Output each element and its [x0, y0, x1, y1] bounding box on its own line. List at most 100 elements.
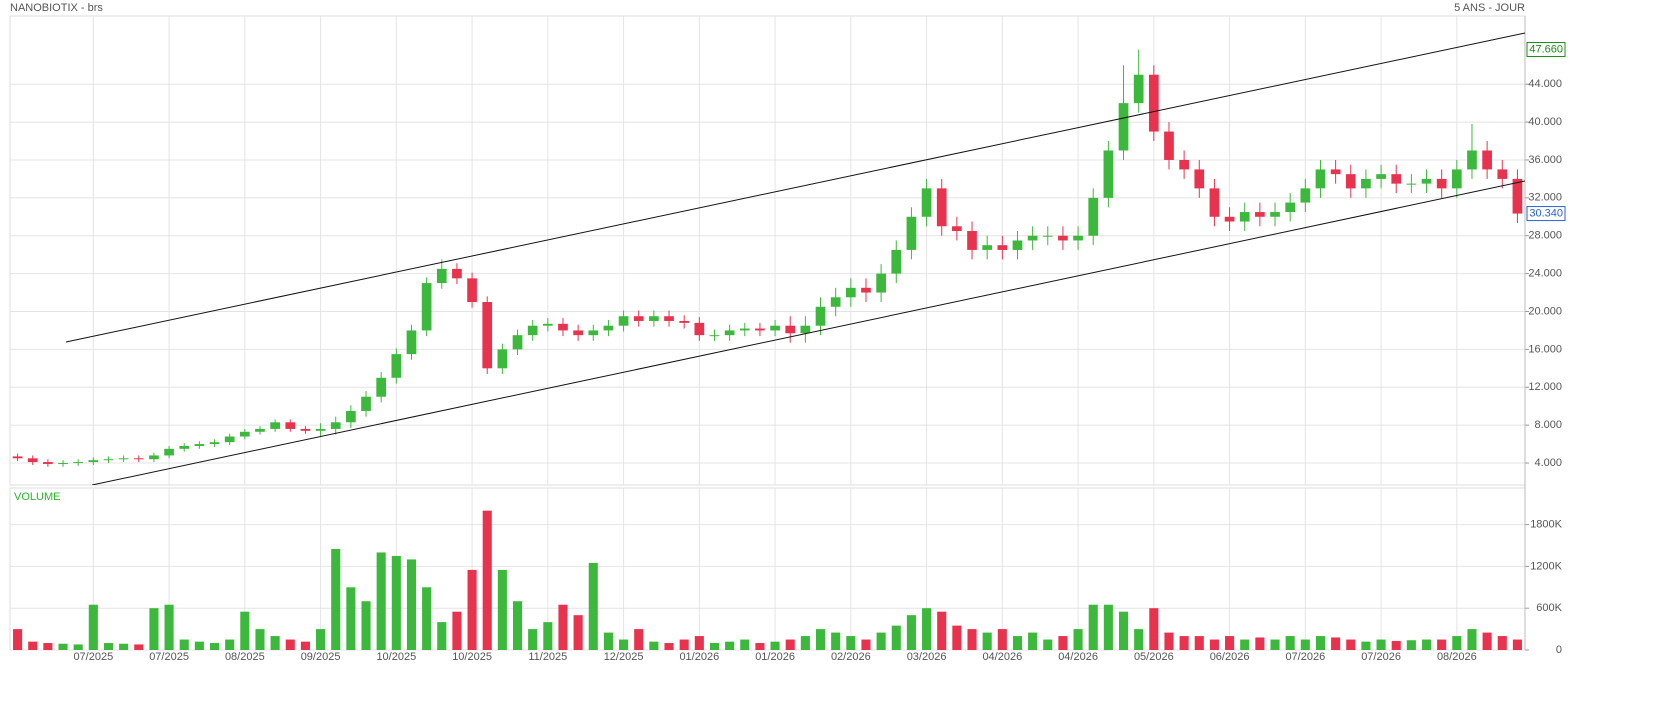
candle-body	[467, 278, 477, 303]
volume-bar	[225, 639, 235, 650]
candle-body	[724, 330, 735, 336]
chart-title: NANOBIOTIX - brs	[10, 2, 103, 14]
candle-body	[452, 268, 462, 279]
candle-body	[1285, 202, 1296, 213]
volume-bar	[316, 629, 326, 650]
volume-bar	[406, 559, 417, 650]
volume-bar	[1012, 636, 1023, 650]
volume-bar	[1149, 608, 1159, 650]
candle-body	[315, 428, 326, 431]
volume-bar	[588, 562, 598, 650]
volume-bar	[725, 641, 735, 650]
x-tick-label: 02/2026	[831, 651, 871, 663]
candle-body	[239, 431, 250, 437]
x-tick-label: 09/2025	[301, 651, 341, 663]
x-tick-label: 08/2026	[1437, 651, 1477, 663]
volume-bar	[1497, 636, 1507, 650]
price-marker-box	[1526, 42, 1566, 58]
volume-bar	[1482, 632, 1492, 650]
candle-body	[118, 458, 129, 460]
volume-bar	[1134, 629, 1144, 650]
volume-bar	[967, 629, 977, 650]
candle-body	[436, 268, 447, 284]
candle-body	[1406, 183, 1417, 185]
volume-bar	[619, 639, 629, 650]
volume-bar	[512, 601, 523, 650]
candle-body	[164, 448, 174, 456]
volume-bar	[346, 587, 356, 650]
volume-bar	[1331, 637, 1341, 650]
candle-body	[1148, 74, 1159, 132]
candle-body	[815, 306, 826, 326]
candle-body	[330, 422, 341, 429]
candle-body	[1179, 159, 1189, 170]
volume-bar	[528, 629, 538, 650]
candle-body	[300, 428, 311, 431]
y-tick-label: 28.000	[1528, 230, 1562, 242]
volume-bar	[891, 625, 901, 650]
volume-bar	[876, 632, 886, 650]
x-tick-label: 07/2026	[1361, 651, 1401, 663]
x-tick-label: 04/2026	[982, 651, 1022, 663]
candle-body	[133, 458, 144, 460]
volume-bar	[1103, 604, 1113, 650]
price-marker-label: 47.660	[1529, 43, 1563, 55]
candle-body	[800, 325, 811, 334]
candle-body	[1436, 178, 1447, 189]
candle-body	[194, 444, 205, 446]
y-tick-label: 4.000	[1534, 457, 1562, 469]
x-tick-label: 07/2025	[73, 651, 113, 663]
candle-body	[921, 188, 932, 217]
volume-bar	[1194, 636, 1204, 650]
candle-body	[1467, 150, 1477, 170]
volume-bar	[1209, 639, 1219, 650]
volume-bar	[1073, 629, 1083, 650]
candle-body	[694, 322, 705, 336]
candle-body	[1391, 174, 1402, 184]
candle-body	[649, 316, 659, 321]
volume-bar	[1300, 639, 1310, 650]
candle-body	[1103, 150, 1114, 198]
volume-bar	[361, 601, 371, 650]
volume-bar	[422, 587, 432, 650]
candle-body	[421, 283, 432, 331]
volume-bar	[861, 639, 871, 650]
candle-body	[43, 462, 53, 464]
candle-body	[512, 335, 523, 350]
volume-bar	[1058, 636, 1068, 650]
volume-bar	[103, 643, 114, 650]
candle-body	[1194, 169, 1205, 189]
candle-body	[709, 335, 720, 337]
candle-body	[1209, 188, 1220, 217]
volume-bar	[694, 636, 704, 650]
volume-bar	[1391, 640, 1401, 650]
volume-bar	[906, 615, 916, 650]
candle-body	[876, 273, 886, 293]
volume-bar	[1361, 641, 1371, 650]
volume-bar	[922, 608, 932, 650]
candle-body	[997, 245, 1008, 250]
candle-body	[1270, 212, 1280, 217]
volume-bar	[1512, 639, 1522, 650]
volume-bar	[952, 625, 962, 650]
y-tick-label: 24.000	[1528, 268, 1562, 280]
channel-lower	[91, 180, 1525, 485]
candle-body	[1133, 74, 1144, 104]
x-tick-label: 01/2026	[755, 651, 795, 663]
y-tick-label: 44.000	[1528, 78, 1562, 90]
candle-body	[891, 249, 902, 274]
volume-bar	[1088, 604, 1098, 650]
volume-panel	[9, 487, 1526, 651]
candle-body	[1300, 188, 1311, 203]
y-tick-label: 0	[1556, 644, 1562, 656]
y-tick-label: 1200K	[1530, 560, 1562, 572]
channel	[65, 32, 1525, 485]
y-tick-label: 40.000	[1528, 116, 1562, 128]
candle-body	[679, 320, 690, 323]
x-tick-label: 07/2026	[1285, 651, 1325, 663]
volume-bar	[88, 604, 98, 650]
volume-bar	[1028, 632, 1038, 650]
volume-bar	[482, 510, 492, 650]
volume-title: VOLUME	[14, 491, 60, 503]
price-marker-label: 30.340	[1529, 207, 1563, 219]
